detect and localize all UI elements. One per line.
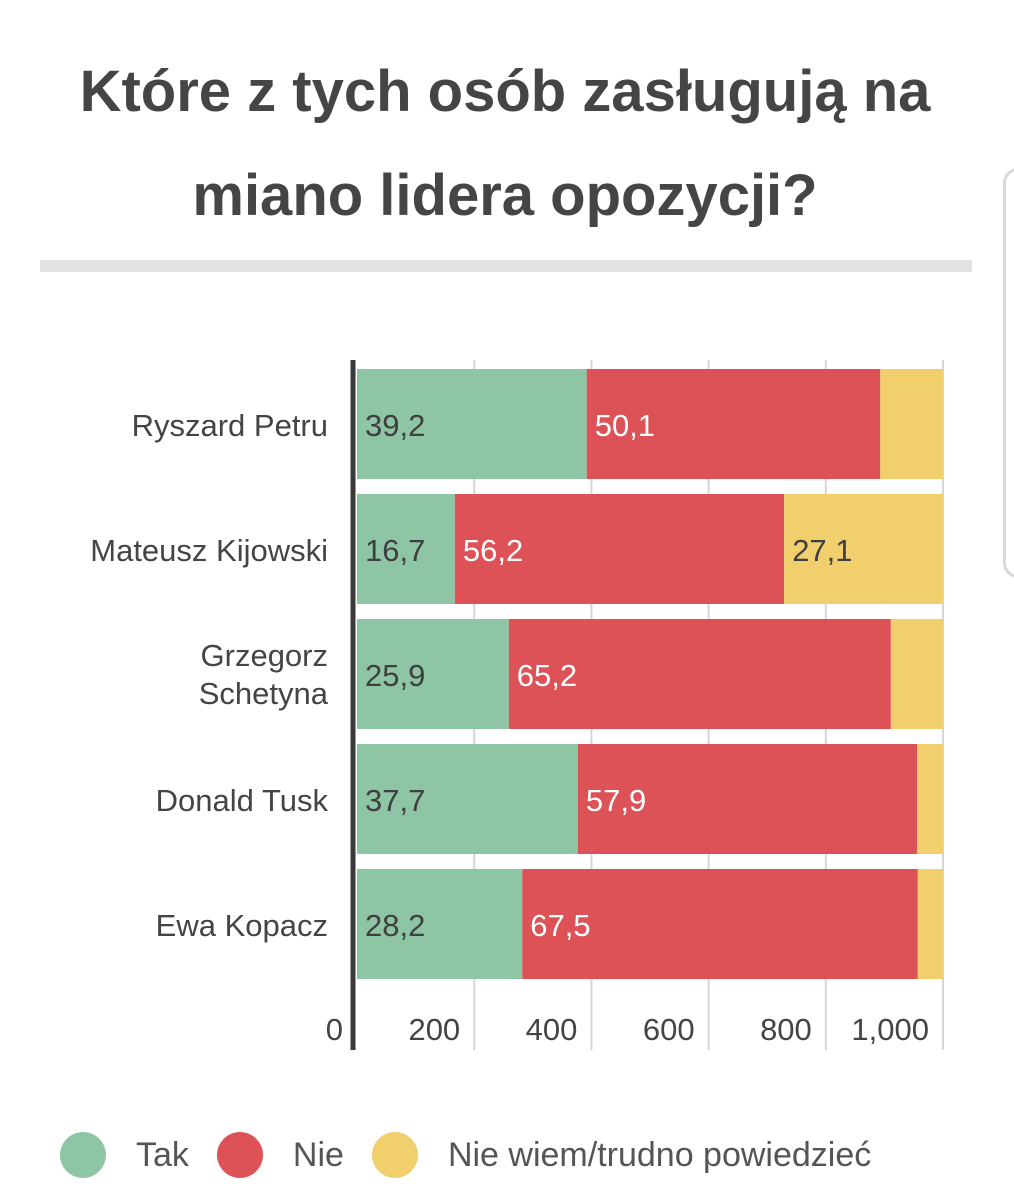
bar-segment-nie	[577, 744, 918, 854]
category-label: Grzegorz Schetyna	[199, 638, 329, 711]
legend-label-nie: Nie	[292, 1135, 344, 1174]
data-label-nie: 65,2	[517, 658, 577, 693]
bar-segment-nie	[522, 869, 918, 979]
bar-segment-tak	[357, 619, 509, 729]
legend-swatch-nie	[216, 1132, 263, 1178]
bar-segment-tak	[357, 369, 587, 479]
data-label-nie: 57,9	[586, 783, 646, 818]
bar-segment-nie	[454, 494, 785, 604]
data-label-nie: 67,5	[530, 908, 590, 943]
bar-segment-tak	[357, 869, 523, 979]
x-tick-label: 0	[326, 1012, 343, 1047]
bar-segment-tak	[357, 494, 455, 604]
legend-item-niewiem: Nie wiem/trudno powiedzieć	[371, 1132, 872, 1178]
bar-segment-niewiem	[917, 744, 943, 854]
stacked-bar-chart: 39,2 50,1 Ryszard Petru 16,7 56,2 27,1 Mateusz…	[90, 360, 944, 1050]
category-label: Ryszard Petru	[132, 408, 328, 443]
bar-segment-tak	[357, 744, 578, 854]
title-divider	[40, 260, 972, 272]
bar-segment-nie	[586, 369, 881, 479]
bar-segment-niewiem	[880, 369, 943, 479]
bar-segment-niewiem	[784, 494, 943, 604]
data-label-niewiem: 27,1	[792, 533, 852, 568]
x-tick-label: 400	[526, 1012, 578, 1047]
bar-segment-niewiem	[890, 619, 943, 729]
category-label: Donald Tusk	[156, 783, 329, 818]
chart-legend: Tak Nie Nie wiem/trudno powiedzieć	[60, 1130, 899, 1180]
legend-swatch-tak	[60, 1132, 106, 1178]
bar-segment-niewiem	[917, 869, 943, 979]
data-label-tak: 37,7	[365, 783, 425, 818]
bar-segment-nie	[508, 619, 891, 729]
data-label-tak: 16,7	[365, 533, 425, 568]
data-label-nie: 56,2	[463, 533, 523, 568]
x-tick-label: 200	[408, 1012, 460, 1047]
legend-swatch-niewiem	[371, 1132, 418, 1178]
data-label-nie: 50,1	[595, 408, 655, 443]
data-label-tak: 39,2	[365, 408, 425, 443]
data-label-tak: 25,9	[365, 658, 425, 693]
legend-item-tak: Tak	[60, 1132, 189, 1178]
data-label-tak: 28,2	[365, 908, 425, 943]
x-tick-label: 1,000	[851, 1012, 929, 1047]
category-label: Ewa Kopacz	[156, 908, 328, 943]
legend-item-nie: Nie	[216, 1132, 344, 1178]
category-label: Mateusz Kijowski	[90, 533, 328, 568]
legend-label-tak: Tak	[136, 1135, 189, 1174]
x-tick-label: 800	[760, 1012, 812, 1047]
chart-title: Które z tych osób zasługują na miano lid…	[79, 59, 931, 229]
x-tick-label: 600	[643, 1012, 695, 1047]
legend-label-niewiem: Nie wiem/trudno powiedzieć	[447, 1135, 872, 1174]
